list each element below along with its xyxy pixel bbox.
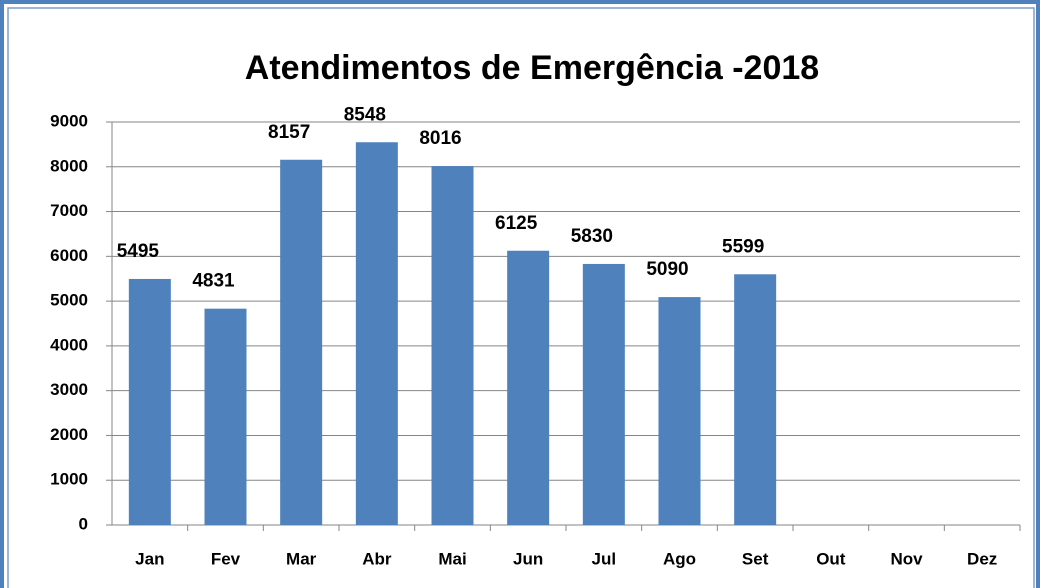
x-tick-label: Abr [362, 549, 392, 568]
y-tick-label: 3000 [50, 380, 88, 399]
x-tick-label: Set [742, 549, 769, 568]
y-tick-label: 7000 [50, 201, 88, 220]
x-tick-label: Nov [890, 549, 923, 568]
bar [204, 308, 247, 525]
value-label: 6125 [495, 213, 538, 234]
x-tick-label: Jun [513, 549, 543, 568]
y-tick-label: 9000 [50, 111, 88, 130]
inner-frame [7, 7, 1035, 588]
bar [280, 159, 323, 525]
x-tick-label: Jul [592, 549, 617, 568]
bar [734, 274, 777, 525]
y-tick-label: 1000 [50, 470, 88, 489]
x-tick-label: Out [816, 549, 846, 568]
x-tick-label: Dez [967, 549, 997, 568]
x-tick-label: Mai [438, 549, 466, 568]
bar [431, 166, 474, 525]
x-tick-label: Mar [286, 549, 317, 568]
value-label: 5495 [117, 241, 160, 262]
y-tick-label: 4000 [50, 335, 88, 354]
x-tick-label: Ago [663, 549, 696, 568]
value-label: 5090 [646, 259, 688, 280]
bar [355, 142, 398, 525]
y-tick-label: 2000 [50, 425, 88, 444]
y-tick-label: 6000 [50, 246, 88, 265]
value-label: 8157 [268, 122, 310, 143]
value-label: 5830 [571, 226, 613, 247]
x-tick-label: Fev [211, 549, 241, 568]
y-tick-label: 0 [79, 514, 88, 533]
bar [582, 263, 625, 525]
value-label: 8016 [419, 128, 461, 149]
y-tick-label: 5000 [50, 291, 88, 310]
value-label: 5599 [722, 236, 764, 257]
value-label: 4831 [192, 271, 235, 292]
chart-title: Atendimentos de Emergência -2018 [245, 49, 819, 87]
value-label: 8548 [344, 104, 386, 125]
y-tick-label: 8000 [50, 156, 88, 175]
bar [658, 297, 701, 525]
x-tick-label: Jan [135, 549, 164, 568]
bar [128, 278, 171, 525]
bar [507, 250, 550, 525]
